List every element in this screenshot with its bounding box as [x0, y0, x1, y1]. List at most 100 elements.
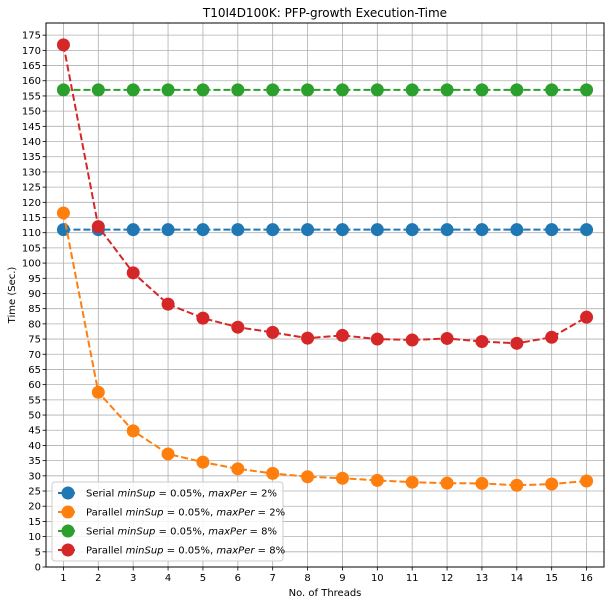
y-tick-label: 115	[22, 213, 41, 224]
data-point	[440, 331, 454, 345]
data-point	[126, 223, 140, 237]
data-point	[126, 83, 140, 97]
data-point	[510, 223, 524, 237]
series-line	[62, 212, 587, 487]
y-tick-label: 150	[22, 107, 41, 118]
data-point	[580, 310, 594, 324]
data-point	[405, 83, 419, 97]
y-tick-label: 175	[22, 31, 41, 42]
x-tick-label: 9	[339, 573, 345, 584]
data-point	[370, 332, 384, 346]
legend-box	[51, 481, 284, 562]
data-point	[510, 83, 524, 97]
plot-frame	[45, 22, 605, 568]
y-tick-label: 5	[35, 547, 41, 558]
x-tick-label: 3	[130, 573, 136, 584]
series-line	[62, 44, 588, 345]
data-point	[440, 223, 454, 237]
data-point	[301, 223, 315, 237]
data-point	[475, 334, 489, 348]
data-point	[161, 297, 175, 311]
y-tick-label: 80	[28, 319, 41, 330]
y-tick-label: 100	[22, 259, 41, 270]
data-point	[370, 83, 384, 97]
data-point	[161, 447, 175, 461]
y-tick-label: 165	[22, 61, 41, 72]
y-tick-label: 50	[28, 411, 41, 422]
data-point	[545, 477, 559, 491]
series-4	[56, 38, 594, 350]
data-point	[231, 462, 245, 476]
y-tick-label: 145	[22, 122, 41, 133]
data-point	[266, 223, 280, 237]
legend-entry: Parallel minSup = 0.05%, maxPer = 2%	[58, 505, 285, 519]
data-point	[161, 223, 175, 237]
legend-marker	[61, 524, 75, 538]
y-tick-label: 105	[22, 243, 41, 254]
data-point	[335, 328, 349, 342]
y-tick-label: 75	[28, 335, 41, 346]
x-tick-label: 12	[441, 573, 454, 584]
legend-label: Serial minSup = 0.05%, maxPer = 2%	[86, 489, 277, 500]
data-point	[231, 320, 245, 334]
x-tick-label: 1	[60, 573, 66, 584]
data-point	[301, 470, 315, 484]
y-tick-label: 120	[22, 198, 41, 209]
x-tick-label: 11	[406, 573, 419, 584]
x-tick-label: 8	[304, 573, 310, 584]
x-tick-label: 5	[200, 573, 206, 584]
data-point	[56, 83, 70, 97]
y-tick-label: 20	[28, 502, 41, 513]
data-point	[580, 83, 594, 97]
data-point	[196, 311, 210, 325]
series-1	[56, 223, 594, 237]
y-tick-label: 70	[28, 350, 41, 361]
data-point	[440, 83, 454, 97]
legend-marker	[61, 543, 75, 557]
x-tick-label: 2	[95, 573, 101, 584]
data-point	[266, 83, 280, 97]
data-point	[335, 223, 349, 237]
data-point	[196, 83, 210, 97]
data-point	[370, 473, 384, 487]
chart-title: T10I4D100K: PFP-growth Execution-Time	[202, 6, 447, 20]
x-tick-label: 15	[545, 573, 558, 584]
data-point	[405, 223, 419, 237]
x-axis-label: No. of Threads	[289, 588, 362, 599]
grid	[46, 23, 604, 568]
data-point	[196, 223, 210, 237]
data-point	[91, 385, 105, 399]
data-point	[266, 325, 280, 339]
data-point	[231, 83, 245, 97]
x-tick-label: 10	[371, 573, 384, 584]
y-tick-label: 0	[35, 563, 41, 574]
data-point	[231, 223, 245, 237]
y-tick-label: 155	[22, 91, 41, 102]
legend: Serial minSup = 0.05%, maxPer = 2% Parall…	[51, 481, 285, 562]
y-axis-label: Time (Sec.)	[7, 267, 18, 325]
legend-label: Parallel minSup = 0.05%, maxPer = 2%	[86, 508, 285, 519]
data-point	[475, 476, 489, 490]
y-tick-label: 60	[28, 380, 41, 391]
data-point	[545, 330, 559, 344]
data-point	[580, 474, 594, 488]
data-point	[405, 475, 419, 489]
data-point	[510, 336, 524, 350]
data-point	[370, 223, 384, 237]
y-tick-label: 125	[22, 183, 41, 194]
data-point	[545, 83, 559, 97]
legend-label: Parallel minSup = 0.05%, maxPer = 8%	[86, 546, 285, 557]
data-point	[266, 466, 280, 480]
data-point	[56, 38, 70, 52]
legend-marker	[61, 505, 75, 519]
y-tick-label: 30	[28, 471, 41, 482]
y-tick-label: 130	[22, 167, 41, 178]
legend-label: Serial minSup = 0.05%, maxPer = 8%	[86, 527, 277, 538]
data-point	[545, 223, 559, 237]
data-point	[580, 223, 594, 237]
y-tick-label: 15	[28, 517, 41, 528]
data-point	[126, 266, 140, 280]
y-tick-label: 135	[22, 152, 41, 163]
